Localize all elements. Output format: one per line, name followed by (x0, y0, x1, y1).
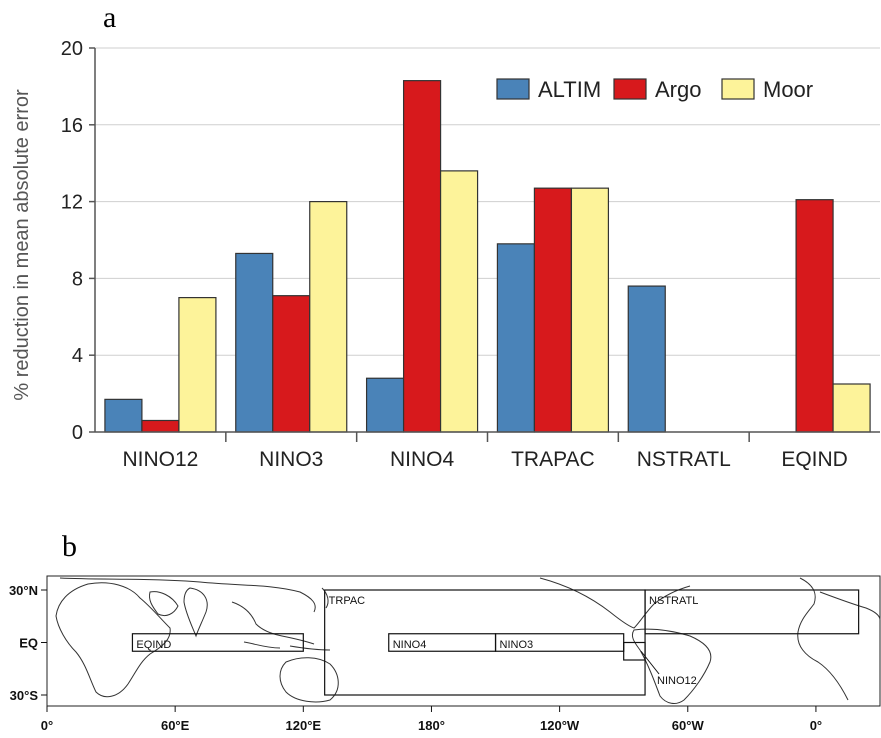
panel-b-letter: b (62, 530, 77, 563)
coastlines (55, 577, 881, 704)
region-label: NINO3 (500, 639, 534, 651)
map-ticks: 0° 60°E 120°E 180° 120°W 60°W 0° 30°N EQ 30°S (9, 583, 822, 733)
bar-moor-nino12 (178, 297, 217, 433)
map-x-tick-label: 180° (418, 718, 445, 733)
legend-swatch (613, 78, 647, 100)
bar-chart-panel: a 0 4 8 12 16 20 NINO12 NINO3 NINO4 TRAPAC NSTRAT… (11, 1, 880, 471)
map-regions: TRPAC NSTRATL EQIND NINO4 NINO3 NINO12 (131, 589, 860, 696)
y-tick-label: 4 (72, 345, 83, 367)
coastline-seasia (231, 601, 315, 645)
legend-label: ALTIM (538, 77, 601, 102)
bar-argo-nino12 (141, 419, 180, 433)
legend-label: Moor (763, 77, 813, 102)
coastline-japan (321, 587, 329, 609)
region-box-eqind (131, 633, 304, 652)
bar-moor-eqind (832, 383, 871, 433)
coastline-africa (55, 582, 171, 698)
region-label: NINO4 (393, 639, 427, 651)
x-ticks: NINO12 NINO3 NINO4 TRAPAC NSTRATL EQIND (122, 432, 848, 471)
x-tick-label: NINO12 (122, 448, 198, 471)
y-tick-label: 0 (72, 422, 83, 444)
bar-argo-nino4 (402, 80, 442, 433)
bar-altim-nino3 (235, 252, 274, 433)
bar-argo-nino3 (272, 295, 311, 433)
y-axis-title: % reduction in mean absolute error (11, 89, 33, 401)
bar-argo-trapac (533, 187, 573, 433)
region-box-nino12 (623, 641, 646, 661)
bar-altim-nino12 (104, 398, 143, 433)
y-tick-label: 8 (72, 268, 83, 290)
map-frame (46, 575, 881, 707)
y-tick-label: 12 (61, 192, 83, 214)
map-y-tick-label: EQ (19, 636, 38, 651)
bar-altim-nstratl (627, 285, 666, 433)
bar-moor-nino3 (309, 201, 348, 433)
bar-altim-nino4 (365, 377, 405, 433)
x-tick-label: EQIND (781, 448, 848, 471)
map-x-tick-label: 120°E (286, 718, 322, 733)
y-ticks: 0 4 8 12 16 20 (61, 38, 95, 444)
region-label: NINO12 (657, 675, 697, 687)
coastline-europe (797, 577, 849, 701)
coastline-south-america (631, 628, 712, 704)
coastline-africa-east (819, 591, 881, 621)
coastline-arabia (149, 591, 179, 617)
coastline-india (183, 587, 208, 638)
coastline-eurasia (59, 577, 316, 613)
region-label: EQIND (136, 639, 171, 651)
region-label: NSTRATL (649, 595, 698, 607)
x-tick-label: NINO4 (390, 448, 455, 471)
y-tick-label: 16 (61, 115, 83, 137)
bar-argo-eqind (795, 199, 834, 433)
x-tick-label: NSTRATL (637, 448, 731, 471)
map-x-tick-label: 60°E (161, 718, 190, 733)
y-tick-label: 20 (61, 38, 83, 60)
x-tick-label: NINO3 (259, 448, 323, 471)
map-x-tick-label: 0° (810, 718, 822, 733)
legend-swatch (721, 78, 755, 100)
map-x-tick-label: 120°W (540, 718, 580, 733)
bar-moor-trapac (570, 187, 610, 433)
map-x-tick-label: 0° (41, 718, 53, 733)
bars (104, 80, 871, 433)
bar-altim-trapac (496, 243, 536, 433)
bar-moor-nino4 (439, 170, 479, 433)
region-box-nstratl (644, 589, 860, 635)
x-tick-label: TRAPAC (511, 448, 595, 471)
legend-swatch (496, 78, 530, 100)
map-x-tick-label: 60°W (672, 718, 705, 733)
coastline-australia (279, 657, 339, 703)
map-y-tick-label: 30°N (9, 583, 38, 598)
map-y-tick-label: 30°S (10, 688, 39, 703)
legend-label: Argo (655, 77, 701, 102)
legend: ALTIM Argo Moor (496, 77, 813, 102)
region-label: TRPAC (329, 595, 366, 607)
region-leader-line (640, 650, 660, 675)
coastline-north-america (539, 577, 691, 629)
panel-a-letter: a (103, 1, 116, 34)
gridlines (95, 47, 880, 356)
coastline-indonesia (243, 641, 331, 651)
